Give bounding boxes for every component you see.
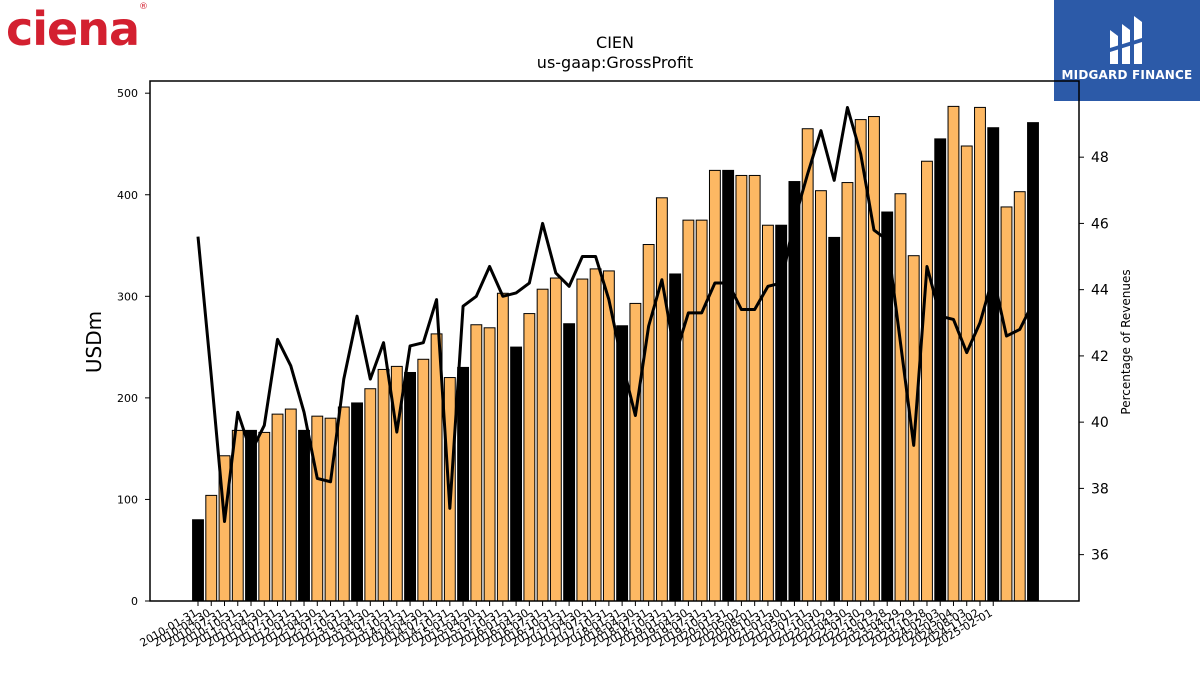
bar-2017-04-30: [576, 278, 589, 602]
bar-2025-02-01: [987, 127, 1000, 602]
bar-2017-01-31: [563, 323, 576, 602]
bar-2024-08-03: [960, 145, 973, 602]
bar-2024-05-04: [947, 105, 960, 602]
percentage-line-0: [196, 106, 1035, 524]
bar-2022-07-30: [854, 119, 867, 602]
bar-2022-10-29: [868, 116, 880, 602]
y-tick-label: 100: [117, 493, 138, 506]
bar-2016-04-30: [523, 313, 536, 602]
x-axis-ticks: 2010-01-312010-04-302010-07-312010-10-31…: [138, 601, 995, 650]
y-tick-label: 400: [117, 189, 138, 202]
chart-subtitle: us-gaap:GrossProfit: [537, 53, 693, 72]
y-right-tick-label: 40: [1091, 415, 1109, 431]
bar-2017-07-31: [589, 268, 602, 602]
partner-name: MIDGARD FINANCE: [1061, 68, 1193, 82]
bar-2011-01-31: [245, 429, 257, 602]
bar-2024-11-02: [974, 106, 986, 602]
bar-2015-01-31: [457, 366, 470, 602]
bar-2022-01-29: [828, 236, 841, 602]
midgard-mark-icon: [1110, 16, 1142, 64]
percentage-line-series: [196, 106, 1035, 524]
y-axis-ticks: 0 100 200 300 400 500: [117, 87, 150, 608]
bar-2016-10-31: [549, 277, 562, 602]
y-axis-right-ticks: 36 38 40 42 44 46 48: [1079, 150, 1109, 564]
bar-2020-05-02: [735, 174, 748, 602]
bar-2019-04-30: [682, 219, 695, 602]
bar-2021-07-31: [801, 128, 814, 602]
bar-2012-10-31: [337, 406, 350, 602]
bar-2013-01-31: [351, 402, 363, 602]
y-tick-label: 200: [117, 392, 138, 405]
bar-2016-01-31: [510, 346, 523, 602]
y-right-tick-label: 44: [1091, 283, 1109, 299]
bar-2013-07-31: [377, 368, 390, 602]
y-axis-right-label: Percentage of Revenues: [1119, 269, 1133, 414]
bar-2011-10-31: [284, 408, 297, 602]
bar-2010-04-30: [205, 494, 218, 602]
bar-2015-07-31: [483, 327, 496, 602]
bar-undefined: [1013, 191, 1026, 602]
y-right-tick-label: 36: [1091, 548, 1109, 564]
y-tick-label: 0: [131, 595, 138, 608]
bar-2015-04-30: [470, 324, 483, 602]
bar-2019-07-31: [695, 219, 708, 602]
bar-undefined: [1027, 122, 1039, 602]
bar-2024-02-03: [934, 138, 947, 602]
y-right-tick-label: 38: [1091, 481, 1109, 497]
bar-2019-01-31: [669, 273, 682, 602]
y-right-tick-label: 48: [1091, 150, 1109, 166]
bar-2014-01-31: [404, 371, 417, 602]
plot-frame: [149, 80, 1080, 602]
bar-2011-04-30: [258, 431, 271, 602]
bar-2012-01-31: [298, 429, 310, 602]
bar-2018-04-30: [629, 302, 642, 602]
bar-2023-04-29: [894, 193, 907, 602]
bar-2023-10-28: [921, 160, 933, 602]
ciena-logo: ciena®: [6, 2, 148, 56]
bar-2020-10-31: [761, 224, 774, 602]
bar-2020-01-31: [722, 169, 735, 602]
bar-2021-10-30: [815, 190, 827, 602]
bar-series: [192, 105, 1039, 602]
y-axis-label: USDm: [82, 311, 106, 373]
bar-2019-10-31: [708, 169, 721, 602]
bar-2014-04-30: [417, 358, 430, 602]
y-tick-label: 500: [117, 87, 138, 100]
bar-2016-07-31: [536, 288, 549, 602]
bar-2020-08-01: [748, 174, 761, 602]
bar-2010-01-31: [192, 519, 204, 602]
y-tick-label: 300: [117, 290, 138, 303]
bar-undefined: [1000, 206, 1013, 602]
bar-2018-10-31: [655, 197, 668, 602]
bar-2022-04-30: [841, 182, 854, 602]
bar-2013-04-30: [364, 388, 377, 602]
y-right-tick-label: 42: [1091, 349, 1109, 365]
bar-2015-10-31: [496, 292, 509, 602]
bar-2018-07-31: [642, 244, 655, 602]
bar-2011-07-31: [271, 413, 284, 602]
y-right-tick-label: 46: [1091, 216, 1109, 232]
chart-title: CIEN: [596, 33, 634, 52]
bar-2012-04-30: [311, 415, 324, 602]
